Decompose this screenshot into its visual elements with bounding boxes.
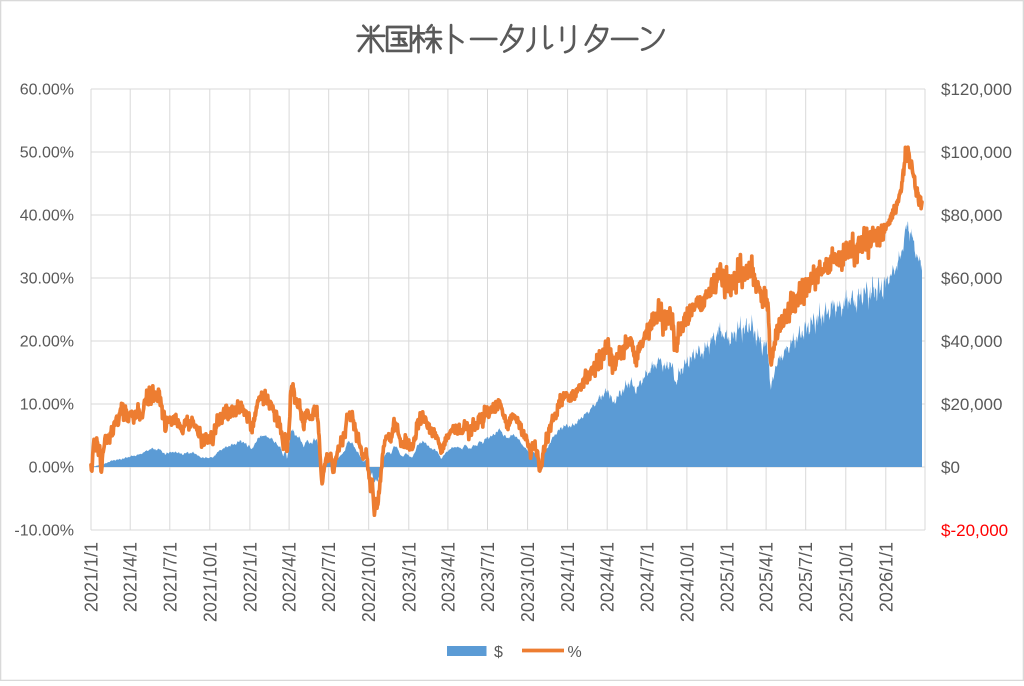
svg-text:2025/4/1: 2025/4/1 (757, 542, 777, 612)
svg-text:0.00%: 0.00% (29, 460, 74, 477)
svg-text:2022/7/1: 2022/7/1 (319, 542, 339, 612)
svg-text:40.00%: 40.00% (20, 208, 74, 225)
svg-text:$20,000: $20,000 (941, 395, 1002, 414)
svg-text:2025/1/1: 2025/1/1 (717, 542, 737, 612)
svg-text:2021/7/1: 2021/7/1 (160, 542, 180, 612)
svg-text:2022/1/1: 2022/1/1 (240, 542, 260, 612)
svg-text:10.00%: 10.00% (20, 397, 74, 414)
svg-text:20.00%: 20.00% (20, 334, 74, 351)
svg-text:-10.00%: -10.00% (14, 523, 74, 540)
svg-text:2023/10/1: 2023/10/1 (518, 542, 538, 622)
svg-text:2026/1/1: 2026/1/1 (876, 542, 896, 612)
svg-text:$-20,000: $-20,000 (941, 521, 1008, 540)
svg-text:60.00%: 60.00% (20, 82, 74, 99)
svg-text:2024/1/1: 2024/1/1 (558, 542, 578, 612)
svg-text:2021/1/1: 2021/1/1 (82, 542, 102, 612)
svg-text:$0: $0 (941, 458, 960, 477)
svg-text:$100,000: $100,000 (941, 143, 1012, 162)
svg-text:$40,000: $40,000 (941, 332, 1002, 351)
svg-text:2024/7/1: 2024/7/1 (637, 542, 657, 612)
svg-text:$80,000: $80,000 (941, 206, 1002, 225)
svg-text:$: $ (494, 644, 503, 661)
svg-text:2024/10/1: 2024/10/1 (677, 542, 697, 622)
svg-text:%: % (568, 644, 582, 661)
svg-text:50.00%: 50.00% (20, 145, 74, 162)
svg-text:$60,000: $60,000 (941, 269, 1002, 288)
svg-text:2023/1/1: 2023/1/1 (399, 542, 419, 612)
svg-text:2022/10/1: 2022/10/1 (359, 542, 379, 622)
svg-text:$120,000: $120,000 (941, 80, 1012, 99)
svg-text:2025/7/1: 2025/7/1 (796, 542, 816, 612)
svg-text:2024/4/1: 2024/4/1 (598, 542, 618, 612)
svg-text:2021/10/1: 2021/10/1 (200, 542, 220, 622)
svg-text:2025/10/1: 2025/10/1 (836, 542, 856, 622)
svg-text:2021/4/1: 2021/4/1 (121, 542, 141, 612)
svg-text:2023/7/1: 2023/7/1 (478, 542, 498, 612)
svg-text:2023/4/1: 2023/4/1 (438, 542, 458, 612)
svg-text:2022/4/1: 2022/4/1 (280, 542, 300, 612)
svg-text:30.00%: 30.00% (20, 271, 74, 288)
